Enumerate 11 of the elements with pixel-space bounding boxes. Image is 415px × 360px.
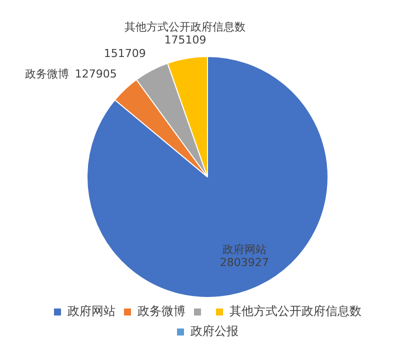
legend-label: 其他方式公开政府信息数 xyxy=(230,304,362,318)
legend-label: 政务微博 xyxy=(138,304,186,318)
data-label: 127905 xyxy=(74,68,117,81)
slice-label: 政务微博 xyxy=(24,68,69,81)
data-label: 2803927 xyxy=(220,256,269,269)
legend-label: 政府网站 xyxy=(68,304,116,318)
data-label: 175109 xyxy=(164,34,206,47)
legend-label: 政府公报 xyxy=(190,324,238,338)
slice-label: 其他方式公开政府信息数 xyxy=(124,20,246,34)
slice-label: 政府网站 xyxy=(222,242,266,256)
data-label: 151709 xyxy=(104,47,146,60)
